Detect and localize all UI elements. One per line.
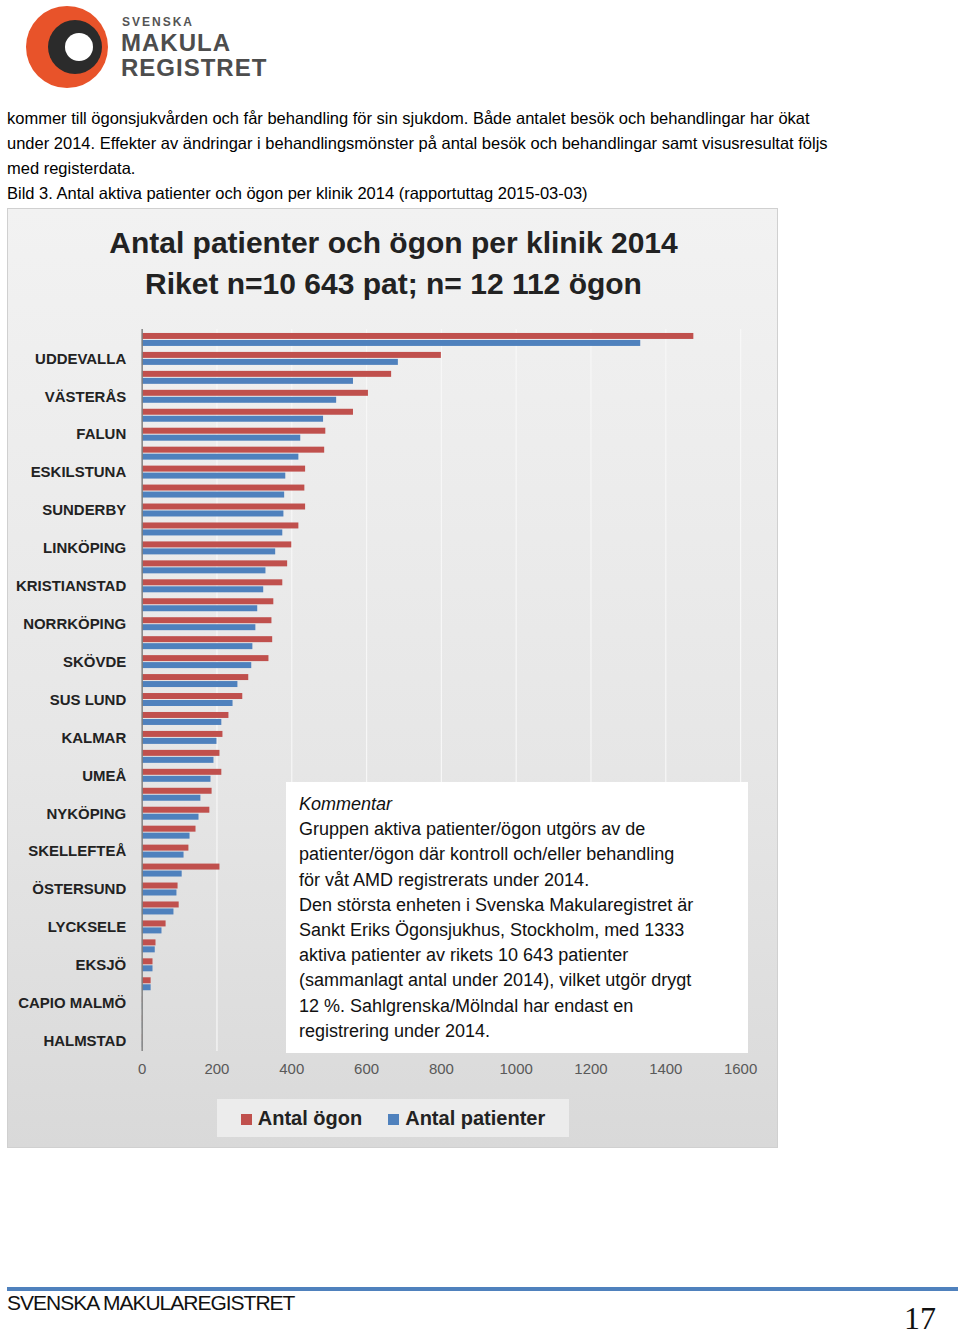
html-text:Antal patienter: Antal patienter	[405, 1106, 546, 1129]
svg-text:SUS LUND: SUS LUND	[50, 691, 127, 708]
html-text:17: 17	[904, 1300, 936, 1335]
html-text:SVENSKA MAKULAREGISTRET: SVENSKA MAKULAREGISTRET	[7, 1291, 295, 1314]
svg-text:NYKÖPING: NYKÖPING	[46, 804, 126, 821]
svg-text:ÖSTERSUND: ÖSTERSUND	[32, 880, 126, 897]
svg-text:200: 200	[204, 1060, 229, 1077]
html-text:under 2014. Effekter av ändrin: under 2014. Effekter av ändringar i beha…	[7, 134, 828, 152]
html-text:REGISTRET: REGISTRET	[121, 54, 268, 81]
svg-text:1600: 1600	[724, 1060, 757, 1077]
svg-text:FALUN: FALUN	[76, 425, 126, 442]
svg-text:VÄSTERÅS: VÄSTERÅS	[45, 388, 126, 405]
html-text:patienter/ögon där kontroll oc: patienter/ögon där kontroll och/eller be…	[299, 844, 675, 865]
svg-text:600: 600	[354, 1060, 379, 1077]
html-text:med registerdata.: med registerdata.	[7, 159, 136, 177]
html-text:Bild 3. Antal aktiva patienter: Bild 3. Antal aktiva patienter och ögon …	[7, 184, 588, 202]
html-text:12 %. Sahlgrenska/Mölndal har: 12 %. Sahlgrenska/Mölndal har endast en	[299, 995, 634, 1016]
svg-text:400: 400	[279, 1060, 304, 1077]
html-text:Antal patienter och ögon per k: Antal patienter och ögon per klinik 2014	[109, 226, 678, 259]
html-text:Kommentar: Kommentar	[299, 794, 392, 814]
svg-text:KRISTIANSTAD: KRISTIANSTAD	[16, 577, 126, 594]
html-text:Antal ögon: Antal ögon	[257, 1106, 363, 1129]
html-text:Riket n=10 643 pat; n= 12 112: Riket n=10 643 pat; n= 12 112 ögon	[145, 267, 642, 300]
html-text:MAKULA: MAKULA	[121, 29, 231, 56]
svg-text:NORRKÖPING: NORRKÖPING	[23, 615, 126, 632]
html-text:för våt AMD registrerats under: för våt AMD registrerats under 2014.	[299, 869, 590, 890]
svg-text:0: 0	[138, 1060, 146, 1077]
svg-text:KALMAR: KALMAR	[61, 729, 126, 746]
svg-text:SUNDERBY: SUNDERBY	[42, 501, 126, 518]
svg-text:CAPIO MALMÖ: CAPIO MALMÖ	[18, 994, 126, 1011]
svg-text:HALMSTAD: HALMSTAD	[43, 1032, 126, 1049]
html-text:registrering under 2014.: registrering under 2014.	[299, 1020, 491, 1041]
svg-text:UMEÅ: UMEÅ	[82, 767, 126, 784]
svg-text:UDDEVALLA: UDDEVALLA	[35, 350, 126, 367]
svg-text:LYCKSELE: LYCKSELE	[48, 918, 126, 935]
svg-text:SKELLEFTEÅ: SKELLEFTEÅ	[28, 842, 126, 859]
html-text:Sankt Eriks Ögonsjukhus, Stock: Sankt Eriks Ögonsjukhus, Stockholm, med …	[299, 920, 685, 940]
svg-text:1400: 1400	[649, 1060, 682, 1077]
svg-text:1200: 1200	[574, 1060, 607, 1077]
svg-text:ESKILSTUNA: ESKILSTUNA	[31, 463, 127, 480]
svg-text:LINKÖPING: LINKÖPING	[43, 539, 126, 556]
html-text:kommer till ögonsjukvården och: kommer till ögonsjukvården och får behan…	[7, 109, 810, 127]
svg-text:SKÖVDE: SKÖVDE	[63, 653, 126, 670]
html-text:(sammanlagt antal under 2014),: (sammanlagt antal under 2014), vilket ut…	[299, 970, 692, 991]
svg-text:EKSJÖ: EKSJÖ	[75, 956, 126, 973]
html-text:Gruppen aktiva patienter/ögon: Gruppen aktiva patienter/ögon utgörs av …	[299, 819, 646, 840]
html-text:Den största enheten i Svenska: Den största enheten i Svenska Makularegi…	[299, 894, 694, 915]
html-text:SVENSKA: SVENSKA	[122, 15, 194, 29]
svg-text:1000: 1000	[500, 1060, 533, 1077]
html-text:aktiva patienter av rikets 10: aktiva patienter av rikets 10 643 patien…	[299, 945, 629, 966]
svg-text:800: 800	[429, 1060, 454, 1077]
